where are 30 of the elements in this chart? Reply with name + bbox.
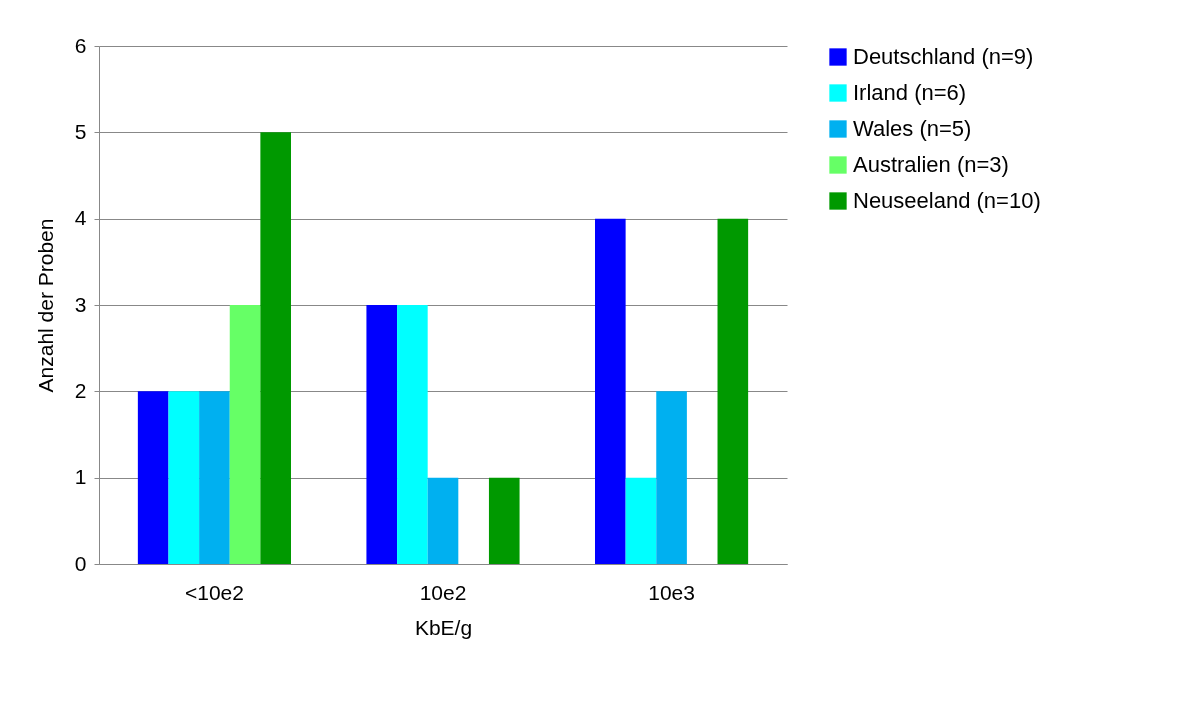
- bar: [137, 391, 169, 564]
- y-axis-title: Anzahl der Proben: [33, 218, 57, 393]
- y-tick-label: 4: [74, 206, 87, 230]
- x-tick-label: <10e2: [184, 580, 244, 604]
- y-tick-label: 1: [74, 465, 87, 489]
- y-tick-label: 3: [74, 292, 87, 316]
- bar: [595, 218, 626, 564]
- bar: [229, 305, 261, 564]
- bar: [168, 391, 200, 564]
- bar: [427, 477, 459, 564]
- legend-label: Neuseeland (n=10): [853, 188, 1041, 213]
- bar: [625, 477, 657, 564]
- bar: [366, 305, 398, 564]
- x-axis-title: KbE/g: [414, 615, 473, 639]
- bar: [199, 391, 230, 564]
- legend-label: Wales (n=5): [853, 116, 972, 141]
- y-tick-label: 2: [74, 378, 87, 402]
- y-tick-label: 5: [74, 119, 87, 143]
- bar: [260, 132, 291, 564]
- bar: [656, 391, 687, 564]
- legend-label: Australien (n=3): [853, 152, 1009, 177]
- y-tick-label: 0: [74, 551, 87, 575]
- bar: [717, 218, 749, 564]
- bar: [488, 477, 520, 564]
- x-tick-label: 10e2: [419, 580, 467, 604]
- legend-label: Irland (n=6): [853, 80, 967, 105]
- x-tick-label: 10e3: [648, 580, 695, 604]
- legend-label: Deutschland (n=9): [853, 44, 1034, 69]
- bar: [397, 305, 428, 564]
- y-tick-label: 6: [74, 33, 87, 57]
